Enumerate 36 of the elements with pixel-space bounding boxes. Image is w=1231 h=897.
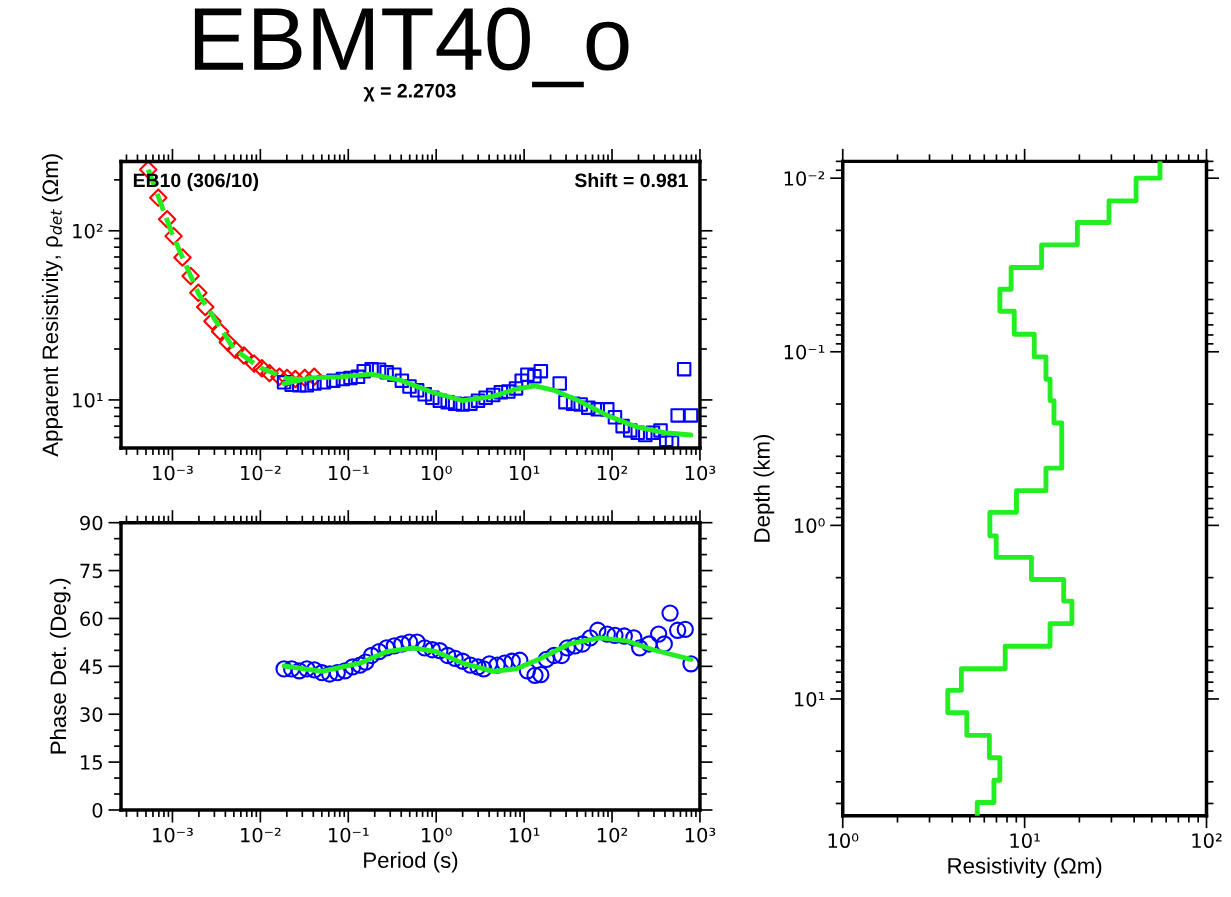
y-axis-title: Depth (km) [753, 434, 775, 542]
x-tick-label: 10⁻¹ [329, 827, 369, 843]
x-tick-label: 10⁻³ [153, 827, 193, 843]
x-tick-label: 10⁻² [241, 465, 281, 481]
y-tick-label: 60 [80, 611, 103, 627]
annotation: Shift = 0.981 [574, 172, 688, 188]
x-tick-label: 10² [597, 827, 628, 843]
x-tick-label: 10¹ [509, 827, 540, 843]
y-tick-label: 30 [80, 707, 103, 722]
x-tick-label: 10³ [685, 827, 716, 843]
y-tick-label: 45 [79, 659, 102, 674]
x-tick-label: 10⁰ [422, 827, 452, 843]
y-tick-label: 10¹ [794, 691, 825, 707]
x-tick-label: 10⁻¹ [329, 465, 369, 481]
x-axis-title: Period (s) [364, 851, 458, 873]
y-tick-label: 15 [81, 755, 102, 770]
y-axis-title: Apparent Resistivity, ρ$_{det}$ (Ωm) [41, 154, 63, 457]
x-tick-label: 10⁰ [828, 833, 859, 849]
x-tick-label: 10² [597, 465, 628, 481]
y-tick-label: 10² [73, 223, 103, 239]
x-axis-title: Resistivity (Ωm) [948, 857, 1102, 879]
x-tick-label: 10³ [685, 465, 716, 481]
y-tick-label: 0 [92, 802, 103, 818]
y-tick-label: 10¹ [73, 392, 103, 408]
x-tick-label: 10² [1192, 833, 1222, 849]
y-tick-label: 10⁻¹ [784, 344, 825, 360]
x-tick-label: 10⁻² [241, 827, 281, 843]
y-axis-title: Phase Det. (Deg.) [49, 578, 71, 754]
y-tick-label: 10⁰ [794, 518, 825, 534]
x-tick-label: 10¹ [509, 465, 540, 481]
y-tick-label: 90 [80, 515, 103, 531]
x-tick-label: 10¹ [1010, 833, 1040, 849]
x-tick-label: 10⁰ [422, 465, 452, 481]
x-tick-label: 10⁻³ [153, 465, 193, 481]
y-tick-label: 10⁻² [784, 171, 825, 186]
y-tick-label: 75 [80, 563, 102, 579]
